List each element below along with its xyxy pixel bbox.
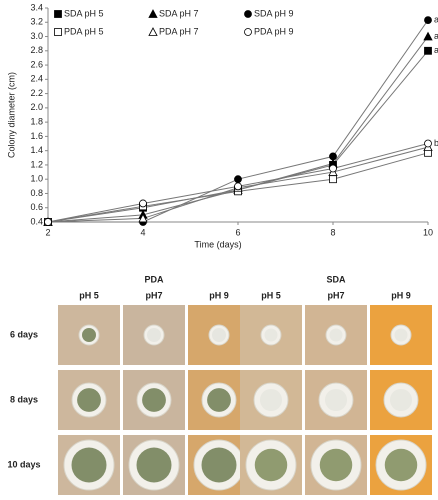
- y-tick-label: 2.6: [30, 59, 43, 69]
- marker: [329, 164, 337, 173]
- y-tick-label: 1.0: [30, 174, 43, 184]
- y-tick-label: 2.4: [30, 74, 43, 84]
- y-tick-label: 2.2: [30, 88, 43, 98]
- colony-core: [212, 328, 226, 342]
- legend-label: SDA pH 9: [254, 8, 294, 18]
- colony-core: [201, 447, 237, 483]
- point-annotation: a: [434, 15, 438, 25]
- y-tick-label: 1.4: [30, 145, 43, 155]
- legend-label: SDA pH 7: [159, 8, 199, 18]
- x-tick-label: 2: [45, 227, 50, 237]
- marker: [234, 175, 242, 184]
- colony-core: [259, 388, 283, 412]
- colony-core: [384, 448, 418, 482]
- marker: [44, 218, 52, 226]
- marker: [424, 46, 432, 55]
- legend-label: PDA pH 9: [254, 26, 294, 36]
- marker: [329, 175, 337, 184]
- marker: [329, 152, 337, 161]
- x-tick-label: 8: [330, 227, 335, 237]
- marker: [138, 213, 148, 223]
- colony-core: [136, 447, 172, 483]
- y-tick-label: 3.2: [30, 17, 43, 27]
- row-label: 6 days: [10, 329, 38, 339]
- group-label: SDA: [326, 274, 346, 284]
- y-axis-label: Colony diameter (cm): [6, 72, 16, 158]
- colony-core: [264, 328, 278, 342]
- group-label: PDA: [144, 274, 164, 284]
- x-axis-label: Time (days): [194, 239, 241, 249]
- colony-core: [329, 328, 343, 342]
- colony-core: [389, 388, 413, 412]
- legend-marker: [54, 10, 62, 18]
- column-label: pH 5: [261, 290, 281, 300]
- legend-marker: [244, 10, 252, 18]
- y-tick-label: 3.0: [30, 31, 43, 41]
- colony-core: [77, 388, 101, 412]
- row-label: 8 days: [10, 394, 38, 404]
- y-tick-label: 2.0: [30, 102, 43, 112]
- x-tick-label: 6: [235, 227, 240, 237]
- legend-label: PDA pH 7: [159, 26, 199, 36]
- x-tick-label: 4: [140, 227, 145, 237]
- series-line: [47, 50, 429, 223]
- column-label: pH 5: [79, 290, 99, 300]
- legend-marker: [148, 9, 158, 18]
- column-label: pH 9: [209, 290, 229, 300]
- colony-core: [324, 388, 348, 412]
- colony-core: [142, 388, 166, 412]
- marker: [139, 199, 147, 208]
- colony-core: [254, 448, 288, 482]
- x-tick-label: 10: [423, 227, 433, 237]
- legend-marker: [244, 28, 252, 36]
- colony-core: [82, 328, 96, 342]
- point-annotation: a: [434, 31, 438, 41]
- point-annotation: a: [434, 45, 438, 55]
- y-tick-label: 1.2: [30, 159, 43, 169]
- y-tick-label: 1.8: [30, 117, 43, 127]
- column-label: pH 9: [391, 290, 411, 300]
- marker: [423, 31, 433, 41]
- marker: [234, 182, 242, 191]
- colony-core: [147, 328, 161, 342]
- marker: [424, 16, 432, 25]
- legend-marker: [54, 28, 62, 36]
- y-tick-label: 2.8: [30, 45, 43, 55]
- y-tick-label: 0.4: [30, 216, 43, 226]
- legend-label: PDA pH 5: [64, 26, 104, 36]
- colony-core: [394, 328, 408, 342]
- legend-marker: [148, 27, 158, 36]
- row-label: 10 days: [7, 459, 40, 469]
- y-tick-label: 0.6: [30, 202, 43, 212]
- legend-label: SDA pH 5: [64, 8, 104, 18]
- point-annotation: b: [434, 138, 438, 148]
- marker: [424, 139, 432, 148]
- colony-core: [319, 448, 353, 482]
- y-tick-label: 1.6: [30, 131, 43, 141]
- y-tick-label: 3.4: [30, 2, 43, 12]
- column-label: pH7: [145, 290, 162, 300]
- y-tick-label: 0.8: [30, 188, 43, 198]
- column-label: pH7: [327, 290, 344, 300]
- colony-core: [207, 388, 231, 412]
- colony-core: [71, 447, 107, 483]
